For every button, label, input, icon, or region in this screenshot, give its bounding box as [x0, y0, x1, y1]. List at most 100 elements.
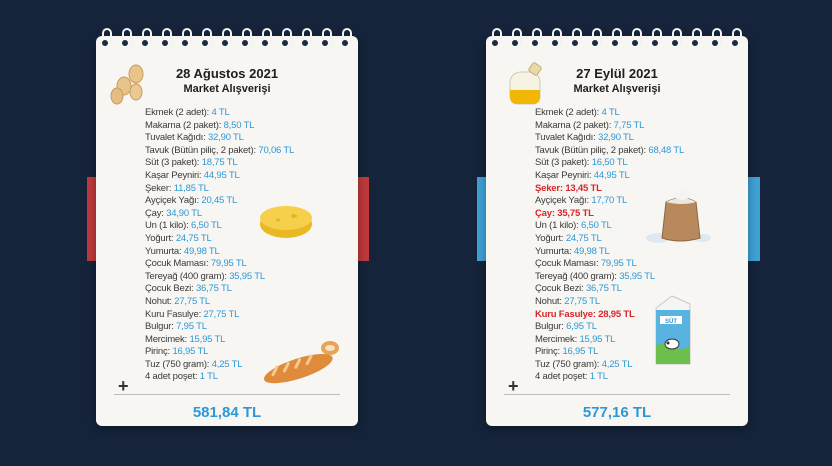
list-item: Çocuk Bezi: 36,75 TL	[535, 283, 684, 296]
item-price: 27,75 TL	[564, 295, 600, 307]
list-item: 4 adet poşet: 1 TL	[535, 371, 684, 384]
item-price: 36,75 TL	[585, 283, 622, 295]
item-price: 18,75 TL	[201, 157, 238, 169]
item-name: Yumurta:	[145, 245, 182, 257]
list-item: Mercimek: 15,95 TL	[145, 334, 294, 347]
list-item: Çocuk Maması: 79,95 TL	[145, 258, 294, 271]
item-name: Çocuk Maması:	[535, 258, 599, 270]
list-item: Çocuk Maması: 79,95 TL	[535, 258, 684, 271]
item-price: 70,06 TL	[258, 144, 295, 156]
list-item: Yumurta: 49,98 TL	[535, 246, 684, 259]
item-price: 17,70 TL	[591, 195, 628, 207]
item-name: Süt (3 paket):	[145, 157, 200, 169]
item-price: 27,75 TL	[174, 295, 210, 307]
list-item: Mercimek: 15,95 TL	[535, 334, 684, 347]
item-name: Çay:	[535, 207, 555, 219]
item-list: Ekmek (2 adet): 4 TL Makarna (2 paket): 8…	[145, 107, 294, 384]
list-item: Makarna (2 paket): 7,75 TL	[535, 120, 684, 133]
list-item: Süt (3 paket): 18,75 TL	[145, 157, 294, 170]
item-price: 20,45 TL	[201, 195, 238, 207]
item-price: 24,75 TL	[175, 232, 212, 244]
item-name: Makarna (2 paket):	[145, 119, 222, 131]
list-item: Makarna (2 paket): 8,50 TL	[145, 120, 294, 133]
receipt-card-august: 28 Ağustos 2021 Market Alışverişi Ekmek …	[96, 28, 358, 426]
total-amount: 581,84 TL	[192, 404, 262, 421]
item-name: Tuz (750 gram):	[535, 358, 600, 370]
receipt-subtitle: Market Alışverişi	[573, 83, 661, 95]
item-price: 44,95 TL	[203, 169, 240, 181]
list-item: Tuz (750 gram): 4,25 TL	[145, 359, 294, 372]
item-price: 13,45 TL	[565, 182, 602, 194]
item-name: Yumurta:	[535, 245, 572, 257]
item-price: 79,95 TL	[600, 258, 637, 270]
item-name: Mercimek:	[535, 333, 578, 345]
item-name: 4 adet poşet:	[535, 371, 588, 383]
item-name: Tuvalet Kağıdı:	[535, 132, 596, 144]
item-name: Pirinç:	[145, 346, 170, 358]
item-price: 8,50 TL	[223, 119, 255, 131]
list-item: Bulgur: 7,95 TL	[145, 321, 294, 334]
item-price: 35,75 TL	[557, 207, 594, 219]
item-price: 24,75 TL	[565, 232, 602, 244]
list-item: Çay: 34,90 TL	[145, 208, 294, 221]
item-price: 32,90 TL	[598, 132, 634, 144]
list-item: Kuru Fasulye: 28,95 TL	[535, 309, 684, 322]
list-item: Süt (3 paket): 16,50 TL	[535, 157, 684, 170]
add-icon: +	[118, 376, 129, 396]
total-amount: 577,16 TL	[582, 404, 652, 421]
item-name: Pirinç:	[535, 346, 560, 358]
milk-carton-icon: SÜT	[655, 295, 691, 365]
item-name: Ekmek (2 adet):	[145, 107, 210, 118]
item-name: Ayçiçek Yağı:	[145, 195, 199, 207]
list-item: Pirinç: 16,95 TL	[145, 346, 294, 359]
list-item: Tuz (750 gram): 4,25 TL	[535, 359, 684, 372]
item-name: Mercimek:	[145, 333, 188, 345]
item-name: Nohut:	[145, 295, 172, 307]
list-item: Şeker: 13,45 TL	[535, 183, 684, 196]
item-price: 4 TL	[211, 107, 230, 118]
oil-bottle-icon	[509, 62, 542, 105]
milk-label: SÜT	[665, 318, 677, 325]
item-name: Ekmek (2 adet):	[535, 107, 600, 118]
list-item: Şeker: 11,85 TL	[145, 183, 294, 196]
item-price: 35,95 TL	[619, 270, 655, 282]
list-item: Ekmek (2 adet): 4 TL	[145, 107, 294, 120]
list-item: Kaşar Peyniri: 44,95 TL	[535, 170, 684, 183]
item-price: 15,95 TL	[579, 333, 616, 345]
item-price: 7,95 TL	[176, 321, 207, 333]
flour-sack-icon	[646, 190, 711, 243]
add-icon: +	[508, 376, 519, 396]
list-item: Yumurta: 49,98 TL	[145, 246, 294, 259]
spiral-binding	[492, 28, 742, 48]
item-name: Bulgur:	[145, 321, 174, 333]
item-price: 28,95 TL	[598, 308, 635, 320]
item-price: 11,85 TL	[173, 182, 209, 194]
list-item: Ayçiçek Yağı: 17,70 TL	[535, 195, 684, 208]
list-item: Bulgur: 6,95 TL	[535, 321, 684, 334]
item-price: 4,25 TL	[211, 358, 243, 370]
item-price: 68,48 TL	[648, 144, 685, 156]
list-item: Pirinç: 16,95 TL	[535, 346, 684, 359]
item-name: Süt (3 paket):	[535, 157, 590, 169]
item-name: Tuz (750 gram):	[145, 358, 210, 370]
item-name: 4 adet poşet:	[145, 371, 198, 383]
item-name: Yoğurt:	[145, 232, 174, 244]
item-price: 34,90 TL	[166, 207, 202, 219]
item-price: 49,98 TL	[183, 245, 220, 257]
cheese-icon	[260, 206, 312, 238]
divider	[504, 394, 730, 395]
item-price: 6,95 TL	[566, 321, 597, 333]
item-price: 16,50 TL	[591, 157, 628, 169]
item-name: Kaşar Peyniri:	[535, 169, 592, 181]
item-price: 16,95 TL	[562, 346, 599, 358]
list-item: Nohut: 27,75 TL	[535, 296, 684, 309]
item-price: 16,95 TL	[172, 346, 209, 358]
item-list: Ekmek (2 adet): 4 TL Makarna (2 paket): 7…	[535, 107, 684, 384]
list-item: Tavuk (Bütün piliç, 2 paket): 68,48 TL	[535, 145, 684, 158]
receipt-date: 28 Ağustos 2021	[175, 66, 279, 81]
item-name: Ayçiçek Yağı:	[535, 195, 589, 207]
receipt-subtitle: Market Alışverişi	[183, 83, 271, 95]
item-name: Tavuk (Bütün piliç, 2 paket):	[145, 144, 256, 156]
item-name: Makarna (2 paket):	[535, 119, 612, 131]
item-price: 27,75 TL	[203, 308, 240, 320]
